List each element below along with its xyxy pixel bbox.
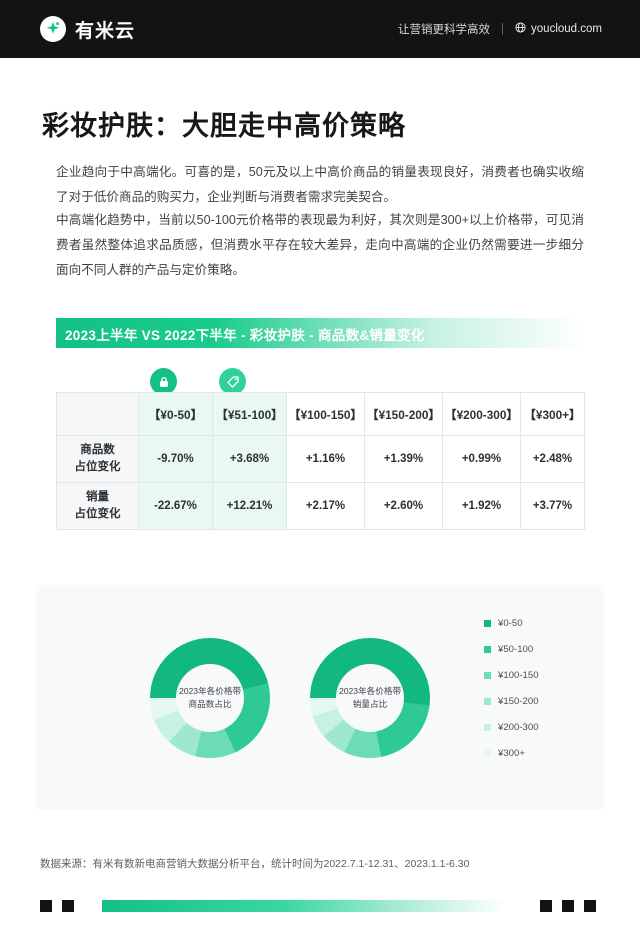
legend-label: ¥200-300 <box>498 722 539 733</box>
chart-legend: ¥0-50 ¥50-100 ¥100-150 ¥150-200 ¥200-300… <box>484 618 574 774</box>
donut1-label-line1: 2023年各价格带 <box>178 685 242 696</box>
cell-r1-c6: +3.77% <box>520 482 585 530</box>
cell-r1-c2: +12.21% <box>212 482 287 530</box>
legend-item: ¥100-150 <box>484 670 574 681</box>
legend-swatch <box>484 724 491 731</box>
legend-label: ¥50-100 <box>498 644 534 655</box>
row-label-line1: 销量 <box>86 490 109 503</box>
donut-chart-sales-share: 2023年各价格带 销量占比 <box>310 638 430 758</box>
legend-item: ¥300+ <box>484 748 574 759</box>
table-row: 商品数 占位变化 -9.70% +3.68% +1.16% +1.39% +0.… <box>56 435 585 483</box>
brand-logo[interactable]: 有米云 <box>40 16 135 43</box>
table-header-cell-4: 【¥150-200】 <box>364 392 443 436</box>
header-site[interactable]: youcloud.com <box>515 22 602 36</box>
cell-r0-c2: +3.68% <box>212 435 287 483</box>
header-slogan: 让营销更科学高效 <box>398 24 491 36</box>
table-header-cell-1: 【¥0-50】 <box>138 392 213 436</box>
donut-chart-product-share: 2023年各价格带 商品数占比 <box>150 638 270 758</box>
cell-r0-c6: +2.48% <box>520 435 585 483</box>
header-right: 让营销更科学高效 youcloud.com <box>398 21 602 37</box>
cell-r0-c1: -9.70% <box>138 435 213 483</box>
sparkle-icon <box>40 16 66 42</box>
cell-r1-c3: +2.17% <box>286 482 365 530</box>
row-label-1: 销量 占位变化 <box>56 482 139 530</box>
cell-r0-c4: +1.39% <box>364 435 443 483</box>
donut1-center-label: 2023年各价格带 商品数占比 <box>176 664 244 732</box>
donut2-center-label: 2023年各价格带 销量占比 <box>336 664 404 732</box>
footer-square-1 <box>40 900 52 912</box>
footer-square-2 <box>62 900 74 912</box>
table-header-cell-5: 【¥200-300】 <box>442 392 521 436</box>
legend-label: ¥300+ <box>498 748 525 759</box>
section-title: 2023上半年 VS 2022下半年 - 彩妆护肤 - 商品数&销量变化 <box>65 328 425 343</box>
legend-swatch <box>484 620 491 627</box>
data-source-note: 数据来源：有米有数新电商营销大数据分析平台，统计时间为2022.7.1-12.3… <box>40 858 470 870</box>
row-label-line2: 占位变化 <box>74 508 121 520</box>
table-header-row: 【¥0-50】 【¥51-100】 【¥100-150】 【¥150-200】 … <box>56 392 585 436</box>
legend-swatch <box>484 750 491 757</box>
comparison-table: 【¥0-50】 【¥51-100】 【¥100-150】 【¥150-200】 … <box>56 392 585 530</box>
legend-swatch <box>484 698 491 705</box>
body-paragraph-2: 中高端化趋势中，当前以50-100元价格带的表现最为利好，其次则是300+以上价… <box>56 213 584 278</box>
legend-item: ¥150-200 <box>484 696 574 707</box>
table-row: 销量 占位变化 -22.67% +12.21% +2.17% +2.60% +1… <box>56 482 585 530</box>
row-label-0: 商品数 占位变化 <box>56 435 139 483</box>
brand-name: 有米云 <box>75 20 136 42</box>
legend-label: ¥0-50 <box>498 618 523 629</box>
table-header-cell-6: 【¥300+】 <box>520 392 585 436</box>
footer-gradient <box>102 900 506 912</box>
page-header: 有米云 让营销更科学高效 youcloud.com <box>0 0 640 58</box>
cell-r1-c1: -22.67% <box>138 482 213 530</box>
donut1-label-line2: 商品数占比 <box>188 699 232 709</box>
footer-square-3 <box>540 900 552 912</box>
cell-r1-c5: +1.92% <box>442 482 521 530</box>
page-title: 彩妆护肤：大胆走中高价策略 <box>42 111 406 141</box>
footer-square-5 <box>584 900 596 912</box>
globe-icon <box>515 22 526 36</box>
cell-r0-c3: +1.16% <box>286 435 365 483</box>
tag-icon <box>219 368 246 395</box>
body-paragraph-1: 企业趋向于中高端化。可喜的是，50元及以上中高价商品的销量表现良好，消费者也确实… <box>56 165 584 205</box>
legend-swatch <box>484 646 491 653</box>
table-header-cell-0 <box>56 392 139 436</box>
table-header-cell-2: 【¥51-100】 <box>212 392 287 436</box>
header-divider <box>502 23 504 35</box>
legend-item: ¥50-100 <box>484 644 574 655</box>
table-header-cell-3: 【¥100-150】 <box>286 392 365 436</box>
donut2-label-line2: 销量占比 <box>352 699 388 709</box>
row-label-line2: 占位变化 <box>74 461 121 473</box>
donut2-label-line1: 2023年各价格带 <box>338 685 402 696</box>
section-header-bar: 2023上半年 VS 2022下半年 - 彩妆护肤 - 商品数&销量变化 <box>56 318 584 348</box>
site-url: youcloud.com <box>531 23 602 35</box>
legend-swatch <box>484 672 491 679</box>
legend-label: ¥100-150 <box>498 670 539 681</box>
legend-label: ¥150-200 <box>498 696 539 707</box>
footer-square-4 <box>562 900 574 912</box>
cell-r1-c4: +2.60% <box>364 482 443 530</box>
legend-item: ¥0-50 <box>484 618 574 629</box>
legend-item: ¥200-300 <box>484 722 574 733</box>
row-label-line1: 商品数 <box>80 443 115 456</box>
cell-r0-c5: +0.99% <box>442 435 521 483</box>
lock-icon <box>150 368 177 395</box>
footer-bar <box>0 890 640 928</box>
